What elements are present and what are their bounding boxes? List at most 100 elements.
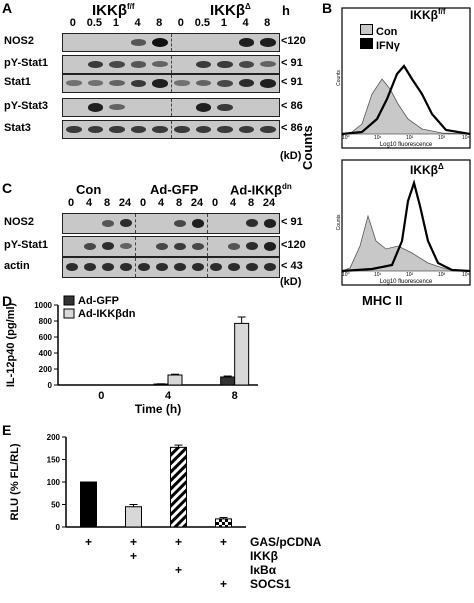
blot-band bbox=[246, 219, 258, 228]
blot-strip bbox=[62, 33, 280, 52]
blot-band bbox=[130, 79, 147, 88]
histogram-x-tick: 10⁰ bbox=[342, 272, 350, 278]
panel-b-top-label: IKKβf/f bbox=[410, 7, 446, 22]
blot-band bbox=[87, 125, 104, 134]
e-bar bbox=[125, 506, 142, 528]
histogram-x-tick: 10⁴ bbox=[462, 135, 470, 141]
blot-band bbox=[87, 80, 104, 86]
lane-label: 8 bbox=[156, 17, 163, 29]
lane-label: 0 bbox=[139, 197, 147, 209]
blot-band bbox=[195, 103, 212, 112]
histogram-y-axis-label: Counts bbox=[336, 214, 342, 230]
histogram-x-tick: 10¹ bbox=[374, 135, 382, 141]
panel-a-letter: A bbox=[2, 0, 13, 16]
d-y-tick-label: 800 bbox=[39, 317, 53, 326]
blot-band bbox=[84, 242, 96, 250]
blot-band bbox=[109, 104, 125, 111]
d-y-tick-label: 200 bbox=[39, 365, 53, 374]
mw-marker: <120 bbox=[281, 239, 306, 251]
e-y-label: RLU (% FL/RL) bbox=[9, 443, 21, 520]
blot-divider bbox=[171, 121, 172, 138]
histogram-x-tick: 10¹ bbox=[374, 272, 382, 278]
blot-band bbox=[195, 60, 212, 69]
e-y-tick-label: 0 bbox=[56, 523, 61, 532]
blot-band bbox=[217, 103, 233, 112]
e-bar bbox=[215, 518, 232, 528]
blot-band bbox=[217, 125, 233, 134]
e-condition-label: GAS/pCDNA bbox=[250, 535, 322, 549]
d-legend-swatch bbox=[63, 308, 75, 319]
blot-band bbox=[264, 263, 276, 272]
panel-e-letter: E bbox=[2, 422, 12, 438]
blot-band bbox=[174, 242, 186, 251]
e-condition-label: SOCS1 bbox=[250, 577, 291, 591]
blot-band bbox=[152, 38, 168, 47]
lane-label: 0 bbox=[177, 17, 184, 29]
panel-a-kd: (kD) bbox=[280, 150, 302, 162]
d-y-label: IL-12p40 (pg/ml) bbox=[5, 302, 17, 387]
blot-band bbox=[195, 125, 212, 134]
panel-b-xlabel: MHC II bbox=[362, 293, 403, 308]
e-bar bbox=[80, 481, 97, 528]
lane-label: 24 bbox=[262, 197, 276, 209]
blot-band bbox=[260, 125, 276, 134]
e-y-tick-label: 50 bbox=[51, 501, 60, 510]
panel-a-time-unit: h bbox=[282, 3, 290, 18]
lane-label: 8 bbox=[247, 197, 255, 209]
e-condition-mark: + bbox=[130, 535, 137, 549]
blot-band bbox=[138, 263, 150, 272]
lane-label: 24 bbox=[118, 197, 132, 209]
blot-band bbox=[109, 80, 125, 87]
blot-band bbox=[130, 125, 147, 134]
d-x-tick-label: 4 bbox=[165, 390, 172, 402]
panel-c-group-adikk: Ad-IKKβdn bbox=[230, 182, 292, 198]
e-y-tick-label: 150 bbox=[47, 456, 61, 465]
e-condition-label: IκBα bbox=[250, 563, 277, 577]
blot-band bbox=[238, 60, 255, 68]
d-x-tick-label: 8 bbox=[232, 390, 238, 402]
blot-divider bbox=[171, 56, 172, 73]
blot-band bbox=[156, 242, 168, 250]
e-bar bbox=[170, 446, 187, 528]
blot-divider bbox=[135, 237, 136, 256]
e-y-tick-label: 100 bbox=[47, 478, 61, 487]
blot-band bbox=[66, 125, 82, 134]
histogram-x-tick: 10³ bbox=[438, 135, 446, 141]
histogram-x-axis-label: Log10 fluorescence bbox=[380, 142, 433, 148]
blot-band bbox=[87, 60, 104, 69]
blot-divider bbox=[171, 75, 172, 92]
blot-band bbox=[260, 79, 276, 88]
blot-band bbox=[264, 219, 276, 228]
lane-label: 1 bbox=[220, 17, 228, 29]
e-y-tick-label: 200 bbox=[47, 433, 61, 442]
blot-band bbox=[192, 219, 204, 228]
blot-row-label: pY-Stat1 bbox=[4, 239, 49, 251]
lane-label: 0 bbox=[69, 17, 76, 29]
blot-band bbox=[109, 60, 125, 68]
blot-row-label: NOS2 bbox=[4, 35, 34, 47]
blot-band bbox=[174, 80, 190, 86]
mw-marker: < 91 bbox=[281, 57, 303, 69]
histogram-x-tick: 10² bbox=[406, 135, 414, 141]
lane-label: 4 bbox=[134, 17, 141, 29]
blot-row-label: pY-Stat1 bbox=[4, 57, 49, 69]
d-legend-label: Ad-IKKβdn bbox=[78, 308, 136, 320]
d-legend-label: Ad-GFP bbox=[78, 295, 119, 307]
blot-band bbox=[195, 80, 212, 87]
histogram-x-tick: 10⁴ bbox=[462, 272, 470, 278]
d-bar bbox=[234, 322, 250, 386]
blot-band bbox=[84, 263, 96, 272]
panel-b-letter: B bbox=[322, 0, 333, 16]
blot-band bbox=[192, 263, 204, 272]
mw-marker: < 91 bbox=[281, 216, 303, 228]
blot-divider bbox=[171, 34, 172, 51]
lane-label: 8 bbox=[175, 197, 183, 209]
e-condition-mark: + bbox=[220, 535, 227, 549]
blot-strip bbox=[62, 55, 280, 74]
blot-band bbox=[238, 79, 255, 88]
blot-band bbox=[174, 263, 186, 272]
blot-band bbox=[102, 220, 114, 227]
blot-strip bbox=[62, 74, 280, 93]
blot-band bbox=[264, 242, 276, 251]
lane-label: 8 bbox=[264, 17, 271, 29]
